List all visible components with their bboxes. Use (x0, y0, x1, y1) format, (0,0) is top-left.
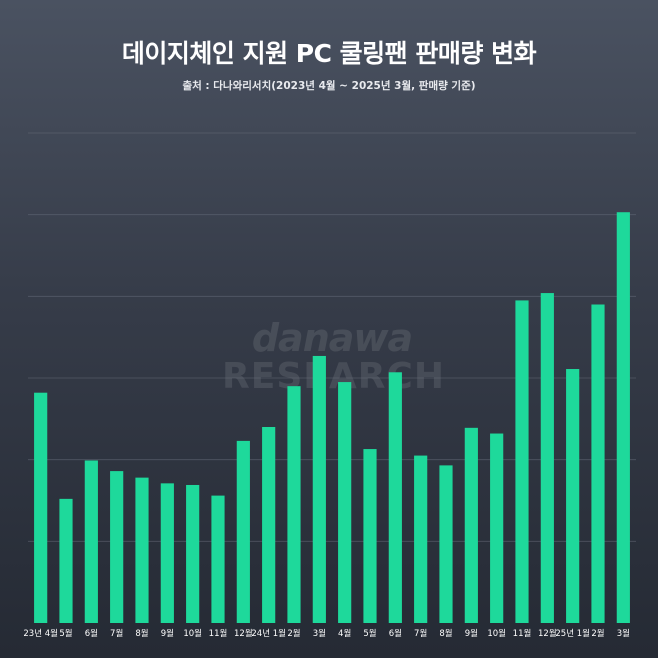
chart-subtitle: 출처 : 다나와리서치(2023년 4월 ~ 2025년 3월, 판매량 기준) (182, 80, 476, 92)
bar (566, 369, 580, 623)
bar (135, 477, 149, 623)
x-tick-label: 24년 1월 (251, 628, 286, 639)
x-tick-label: 3월 (617, 628, 630, 639)
bar (591, 304, 605, 623)
bar (287, 386, 301, 623)
bar (540, 293, 554, 623)
x-tick-label: 12월 (538, 628, 557, 639)
bar (312, 355, 326, 623)
bar (236, 440, 250, 623)
bar (211, 495, 225, 623)
bar (338, 382, 352, 623)
x-tick-label: 6월 (85, 628, 98, 639)
x-tick-label: 9월 (161, 628, 174, 639)
x-tick-label: 9월 (465, 628, 478, 639)
x-tick-label: 8월 (439, 628, 452, 639)
x-tick-label: 12월 (234, 628, 253, 639)
x-tick-label: 10월 (487, 628, 506, 639)
x-tick-label: 5월 (59, 628, 72, 639)
x-tick-label: 7월 (414, 628, 427, 639)
bar (363, 449, 377, 623)
x-tick-label: 5월 (363, 628, 376, 639)
x-tick-label: 7월 (110, 628, 123, 639)
x-tick-label: 23년 4월 (23, 628, 58, 639)
bar (262, 427, 276, 623)
chart-title: 데이지체인 지원 PC 쿨링팬 판매량 변화 (121, 39, 537, 68)
bar (34, 392, 48, 623)
bar (160, 483, 174, 623)
bar (110, 471, 124, 623)
x-tick-label: 4월 (338, 628, 351, 639)
bar (59, 498, 73, 623)
bar (464, 427, 478, 623)
bar (616, 212, 630, 623)
x-tick-label: 11월 (209, 628, 228, 639)
x-tick-label: 6월 (389, 628, 402, 639)
x-tick-label: 11월 (513, 628, 532, 639)
x-tick-label: 2월 (287, 628, 300, 639)
bar (490, 433, 504, 623)
bar (388, 372, 402, 623)
x-tick-label: 10월 (183, 628, 202, 639)
bar (515, 300, 529, 623)
x-tick-label: 3월 (313, 628, 326, 639)
x-tick-label: 2월 (591, 628, 604, 639)
bar (186, 484, 200, 623)
bar (414, 455, 428, 623)
bar (439, 465, 453, 623)
x-tick-label: 25년 1월 (555, 628, 590, 639)
bar (84, 460, 98, 623)
x-tick-label: 8월 (135, 628, 148, 639)
